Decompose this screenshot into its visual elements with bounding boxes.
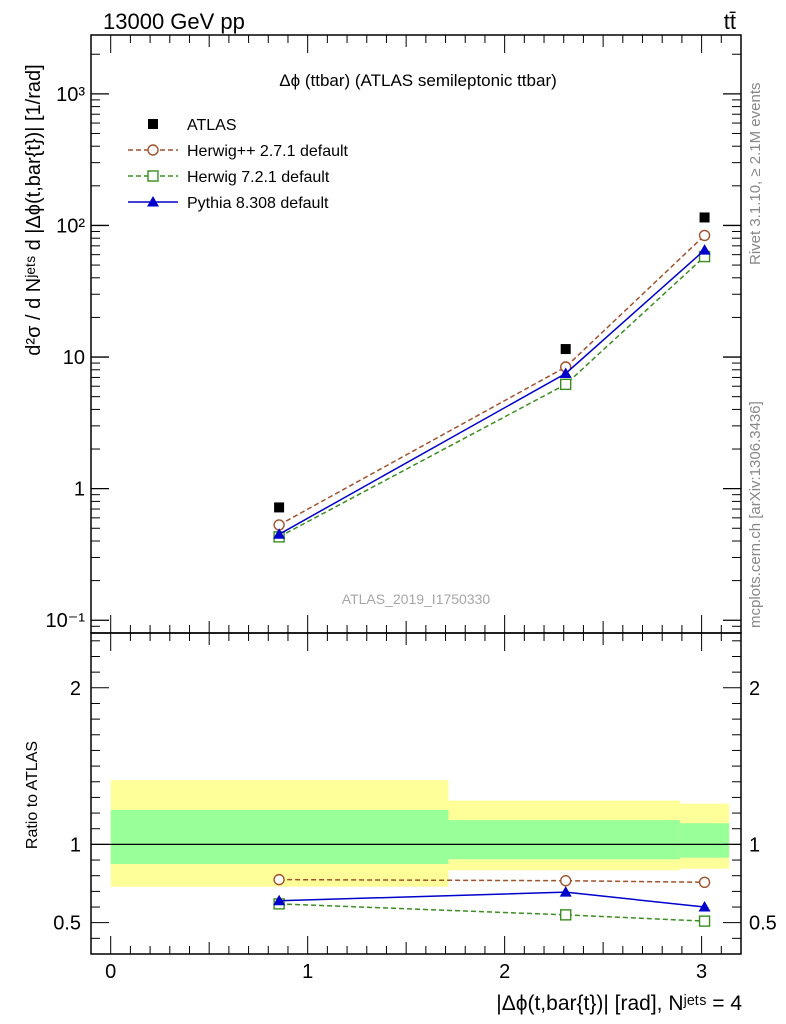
data-point-pythia-8-308-default-0	[273, 894, 286, 906]
series-line-herwig-2-7-1-default	[279, 878, 705, 884]
data-point-herwig-2-7-1-default-2	[698, 876, 711, 888]
rivet-label: Rivet 3.1.10, ≥ 2.1M events	[747, 83, 764, 266]
data-point-atlas-0	[274, 502, 285, 513]
ratio-y-tick-label-right: 0.5	[749, 913, 777, 935]
x-axis-label: |Δϕ(t,bar{t})| [rad], Nʲᵉᵗˢ = 4	[496, 992, 742, 1015]
ratio-panel: 0.5 0.5 1 1 2 2 0 1 2 3 Ratio to ATLAS |Δϕ(t,bar{…	[24, 632, 777, 1015]
data-point-pythia-8-308-default-1	[559, 367, 572, 378]
legend-marker-pythia-8-308-default	[147, 196, 159, 207]
ratio-y-tick-label: 1	[70, 834, 81, 856]
y-tick-label: 10⁻¹	[46, 610, 86, 632]
series-line-herwig-2-7-1-default	[278, 234, 706, 526]
series-line-pythia-8-308-default	[279, 891, 705, 908]
legend-label-atlas: ATLAS	[187, 117, 237, 134]
x-tick-label: 0	[105, 961, 116, 983]
y-axis-label: d²σ / d Nʲᵉᵗˢ d |Δϕ(t,bar{t})| [1/rad]	[23, 64, 45, 355]
y-tick-label: 10³	[56, 84, 85, 106]
legend-label-pythia-8-308-default: Pythia 8.308 default	[187, 195, 329, 212]
uncertainty-band-inner-1	[448, 820, 680, 860]
y-tick-label: 10²	[56, 215, 85, 237]
data-point-pythia-8-308-default-2	[698, 901, 711, 912]
data-point-herwig-2-7-1-default-2	[698, 229, 711, 242]
mcplots-label: mcplots.cern.ch [arXiv:1306.3436]	[747, 401, 764, 628]
analysis-watermark: ATLAS_2019_I1750330	[342, 591, 491, 607]
y-tick-label: 10	[63, 347, 85, 369]
energy-label: 13000 GeV pp	[103, 9, 245, 34]
ratio-y-tick-label-right: 2	[749, 678, 760, 700]
legend-marker-atlas	[148, 119, 158, 129]
data-point-pythia-8-308-default-1	[559, 886, 572, 897]
legend-marker-herwig-2-7-1-default	[147, 144, 159, 156]
x-tick-label: 3	[696, 961, 707, 983]
uncertainty-band-inner-2	[679, 823, 730, 858]
legend: ATLAS Herwig++ 2.7.1 default Herwig 7.2.1 …	[128, 117, 349, 212]
data-point-herwig-7-2-1-default-1	[559, 378, 572, 391]
data-point-herwig-7-2-1-default-2	[698, 915, 711, 927]
ratio-y-tick-label: 2	[70, 678, 81, 700]
data-point-atlas-1	[560, 344, 571, 355]
data-point-pythia-8-308-default-2	[698, 244, 711, 255]
x-tick-label: 2	[499, 961, 510, 983]
data-point-atlas-2	[699, 212, 710, 223]
process-label: tt̄	[724, 9, 736, 34]
legend-label-herwig-7-2-1-default: Herwig 7.2.1 default	[187, 169, 330, 186]
data-point-herwig-2-7-1-default-0	[273, 873, 285, 886]
uncertainty-band-inner-0	[110, 809, 449, 864]
ratio-y-tick-label: 0.5	[53, 913, 81, 935]
series-line-herwig-7-2-1-default	[279, 903, 705, 922]
chart-title: Δϕ (ttbar) (ATLAS semileptonic ttbar)	[279, 71, 557, 90]
data-point-pythia-8-308-default-0	[273, 528, 286, 539]
series-line-herwig-7-2-1-default	[278, 256, 706, 538]
legend-marker-herwig-7-2-1-default	[147, 170, 159, 182]
ratio-frame	[90, 632, 742, 955]
x-tick-label: 1	[302, 961, 313, 983]
data-point-herwig-7-2-1-default-1	[559, 909, 572, 921]
legend-label-herwig-2-7-1-default: Herwig++ 2.7.1 default	[187, 143, 349, 160]
series-line-pythia-8-308-default	[278, 249, 706, 535]
y-tick-label: 1	[74, 479, 85, 501]
ratio-y-label: Ratio to ATLAS	[24, 741, 41, 849]
ratio-y-tick-label-right: 1	[749, 834, 760, 856]
main-panel: 10⁻¹ 1 10 10² 10³ Δϕ (ttbar) (ATLAS semilept…	[23, 34, 742, 634]
data-point-herwig-2-7-1-default-1	[559, 875, 572, 887]
